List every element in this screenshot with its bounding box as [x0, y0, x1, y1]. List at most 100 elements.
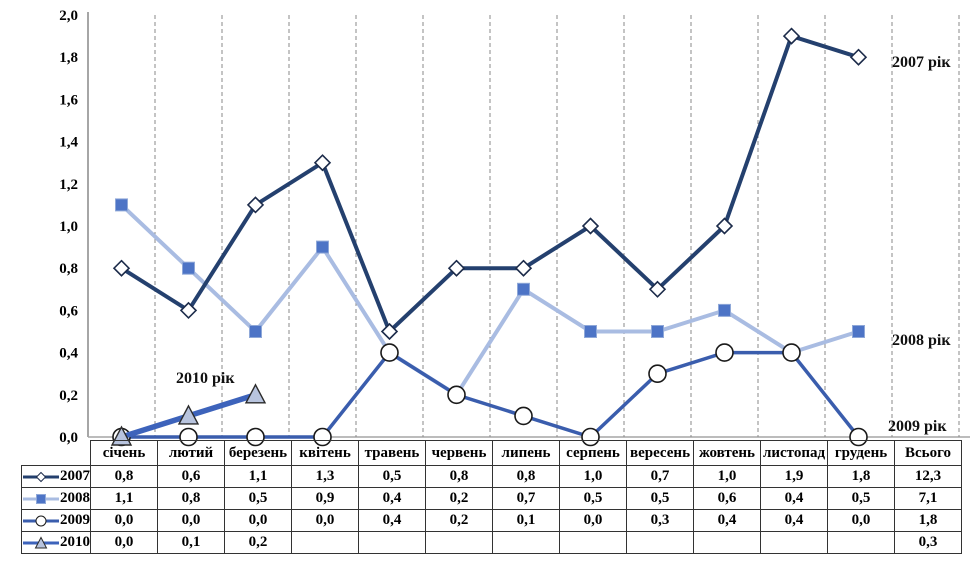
series-marker — [782, 343, 801, 362]
total-cell: 7,1 — [894, 487, 962, 510]
value-cell: 1,3 — [291, 465, 359, 488]
value-cell: 0,2 — [425, 487, 493, 510]
value-cell — [693, 531, 761, 554]
series-marker — [380, 343, 399, 362]
series-marker — [584, 325, 597, 338]
value-cell — [358, 531, 426, 554]
y-tick-label: 1,4 — [59, 135, 78, 151]
legend-2008-square-icon — [23, 493, 59, 504]
series-marker — [244, 383, 267, 404]
series-marker — [179, 301, 198, 320]
legend-cell-2010: 2010 — [21, 531, 91, 554]
series-marker — [849, 48, 868, 66]
legend-cell-2008: 2008 — [21, 487, 91, 510]
value-cell: 0,3 — [626, 509, 694, 532]
series-marker — [782, 27, 801, 45]
series-marker — [718, 303, 731, 317]
series-marker — [246, 196, 265, 214]
total-cell: 12,3 — [894, 465, 962, 488]
value-cell: 0,2 — [224, 531, 292, 554]
series-marker — [514, 259, 533, 277]
value-cell: 0,5 — [224, 487, 292, 510]
value-cell: 1,8 — [827, 465, 895, 488]
value-cell: 0,5 — [358, 465, 426, 488]
month-header: липень — [492, 440, 560, 466]
y-tick-label: 1,6 — [59, 92, 78, 108]
value-cell: 0,0 — [90, 531, 158, 554]
series-marker — [249, 325, 262, 338]
value-cell: 0,5 — [626, 487, 694, 510]
month-header: листопад — [760, 440, 828, 466]
value-cell: 0,7 — [626, 465, 694, 488]
total-cell: 0,3 — [894, 531, 962, 554]
legend-cell-2009: 2009 — [21, 509, 91, 532]
month-header: травень — [358, 440, 426, 466]
value-cell: 0,8 — [157, 487, 225, 510]
series-marker — [715, 217, 734, 235]
value-cell — [760, 531, 828, 554]
table-row-2009: 2009 0,0 0,0 0,0 0,0 0,4 0,2 0,1 0,0 0,3 0,4 0,4 0,0… — [21, 509, 962, 532]
table-corner-empty — [22, 441, 91, 466]
value-cell: 0,0 — [224, 509, 292, 532]
month-header: лютий — [157, 440, 225, 466]
value-cell: 0,4 — [358, 487, 426, 510]
table-row-2010: 2010 0,0 0,1 0,2 0,3 — [21, 531, 962, 554]
legend-entry-2009: 2009 — [23, 511, 90, 531]
value-cell: 0,4 — [693, 509, 761, 532]
legend-year-label: 2008 — [60, 490, 90, 506]
value-cell — [492, 531, 560, 554]
value-cell: 0,8 — [492, 465, 560, 488]
series-marker — [380, 322, 399, 341]
legend-entry-2007: 2007 — [23, 467, 90, 487]
series-marker — [648, 280, 667, 298]
y-tick-label: 0,4 — [59, 346, 78, 362]
series-marker — [447, 385, 466, 405]
month-header: грудень — [827, 440, 895, 466]
value-cell: 1,1 — [224, 465, 292, 488]
y-tick-label: 0,8 — [59, 261, 78, 277]
month-header: серпень — [559, 440, 627, 466]
legend-year-label: 2007 — [60, 468, 90, 484]
table-row-2008: 2008 1,1 0,8 0,5 0,9 0,4 0,2 0,7 0,5 0,5 0,6 0,4 0,5… — [21, 487, 962, 510]
value-cell: 0,4 — [760, 487, 828, 510]
legend-year-label: 2010 — [60, 534, 90, 550]
value-cell: 0,0 — [291, 509, 359, 532]
series-marker — [115, 198, 128, 212]
value-cell: 0,6 — [157, 465, 225, 488]
value-cell: 1,1 — [90, 487, 158, 510]
legend-2007-diamond-icon — [23, 471, 59, 482]
series-marker — [715, 343, 734, 362]
month-header: вересень — [626, 440, 694, 466]
series-marker — [177, 404, 200, 425]
value-cell: 0,5 — [559, 487, 627, 510]
y-tick-label: 1,0 — [59, 219, 78, 235]
total-cell: 1,8 — [894, 509, 962, 532]
value-cell — [291, 531, 359, 554]
data-table: січень лютий березень квітень травень червень… — [21, 440, 962, 554]
table-header-row: січень лютий березень квітень травень червень… — [22, 440, 962, 466]
value-cell: 0,9 — [291, 487, 359, 510]
series-2007-line — [119, 33, 861, 335]
series-marker — [517, 282, 530, 296]
series-2007-annotation: 2007 рік — [892, 54, 951, 71]
value-cell: 0,4 — [358, 509, 426, 532]
legend-year-label: 2009 — [60, 512, 90, 528]
value-cell: 0,0 — [827, 509, 895, 532]
table-row-2007: 2007 0,8 0,6 1,1 1,3 0,5 0,8 0,8 1,0 0,7 1,0 1,9 1,8… — [21, 465, 962, 488]
value-cell — [827, 531, 895, 554]
series-marker — [852, 325, 865, 338]
y-tick-label: 1,2 — [59, 177, 78, 193]
series-2008-line — [119, 202, 861, 398]
series-marker — [182, 261, 195, 275]
value-cell — [425, 531, 493, 554]
value-cell: 1,9 — [760, 465, 828, 488]
value-cell: 0,8 — [425, 465, 493, 488]
value-cell: 0,0 — [157, 509, 225, 532]
series-marker — [316, 240, 329, 254]
value-cell: 0,7 — [492, 487, 560, 510]
value-cell: 0,1 — [492, 509, 560, 532]
value-cell: 0,4 — [760, 509, 828, 532]
value-cell: 0,1 — [157, 531, 225, 554]
y-tick-label: 0,0 — [59, 430, 78, 446]
